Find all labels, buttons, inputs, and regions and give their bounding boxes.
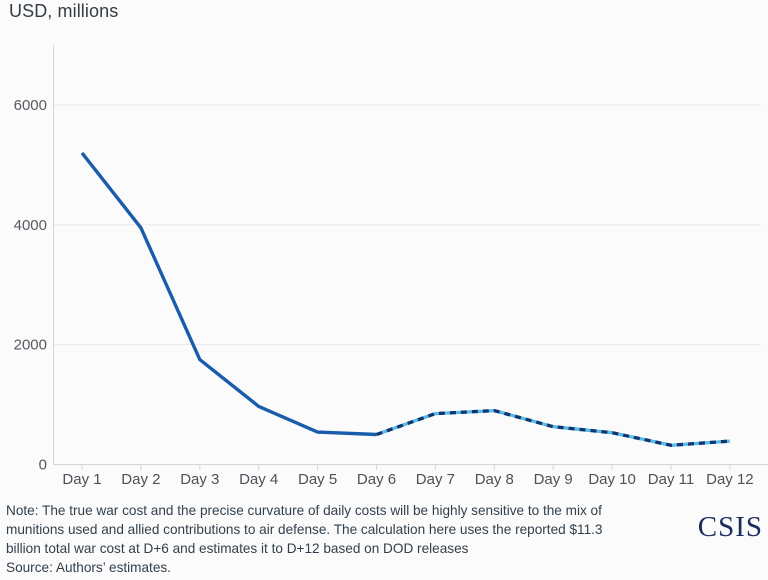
svg-text:Day 6: Day 6	[357, 471, 396, 488]
note-text: Note: The true war cost and the precise …	[6, 503, 603, 556]
svg-text:Day 9: Day 9	[534, 471, 573, 488]
svg-text:Day 8: Day 8	[475, 471, 514, 488]
y-axis-tick-labels: 0 2000 4000 6000	[14, 97, 47, 474]
svg-text:Day 4: Day 4	[239, 471, 278, 488]
svg-text:0: 0	[39, 457, 47, 474]
chart-title: USD, millions	[9, 1, 119, 21]
svg-text:2000: 2000	[14, 337, 47, 354]
svg-text:Day 5: Day 5	[298, 471, 337, 488]
svg-text:Day 3: Day 3	[180, 471, 219, 488]
svg-text:Day 11: Day 11	[648, 471, 694, 488]
svg-text:6000: 6000	[14, 97, 47, 114]
axes	[53, 45, 768, 470]
svg-text:Day 10: Day 10	[588, 471, 636, 488]
svg-text:Day 12: Day 12	[706, 471, 754, 488]
svg-text:Day 7: Day 7	[416, 471, 455, 488]
data-series	[80, 151, 731, 447]
svg-text:4000: 4000	[14, 217, 47, 234]
gridlines	[53, 104, 761, 346]
x-axis-tick-labels: Day 1 Day 2 Day 3 Day 4 Day 5 Day 6 Day 7 Day 8…	[62, 471, 753, 488]
source-text: Source: Authors’ estimates.	[6, 560, 171, 575]
svg-text:Day 2: Day 2	[121, 471, 160, 488]
csis-logo: CSIS	[697, 511, 763, 543]
footnote-block: Note: The true war cost and the precise …	[6, 501, 696, 577]
svg-text:Day 1: Day 1	[62, 471, 101, 488]
